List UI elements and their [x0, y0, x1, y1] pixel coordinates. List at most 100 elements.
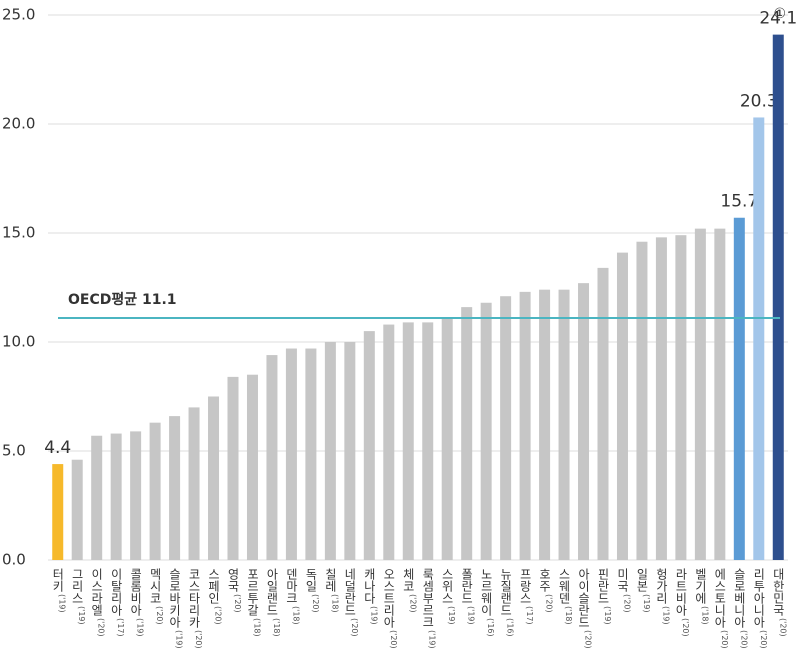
bar [149, 422, 161, 560]
x-tick-label: 아일랜드 [264, 568, 279, 616]
x-tick-label: 일본 [634, 568, 649, 592]
x-tick-year: ('18) [700, 606, 710, 625]
x-tick-year: ('20) [349, 618, 359, 637]
x-tick-label: 스위스 [440, 568, 455, 604]
x-tick-year: ('19) [427, 630, 437, 649]
x-tick-year: ('19) [466, 606, 476, 625]
bar [616, 252, 628, 560]
x-tick-year: ('18) [330, 594, 340, 613]
x-tick-year: ('20) [388, 630, 398, 649]
bar [305, 348, 317, 560]
x-tick-label: 리투아니아 [751, 568, 766, 628]
x-tick-year: ('17) [116, 618, 126, 637]
x-tick-year: ('20) [213, 606, 223, 625]
bar [246, 374, 258, 560]
x-tick-label: 그리스 [70, 568, 85, 604]
x-tick-year: ('20) [233, 594, 242, 613]
bar [714, 228, 726, 560]
x-tick-label: 스페인 [206, 568, 221, 604]
y-tick-label: 15.0 [2, 224, 35, 242]
y-tick-label: 5.0 [2, 442, 26, 460]
bar [71, 459, 83, 560]
x-tick-label: 프랑스 [518, 568, 533, 604]
x-tick-year: ('20) [96, 618, 106, 637]
x-tick-label: 콜롬비아 [128, 568, 143, 616]
x-tick-year: ('19) [77, 606, 87, 625]
x-tick-label: 포르투갈 [245, 568, 260, 616]
y-tick-label: 20.0 [2, 115, 35, 133]
bar [130, 431, 142, 560]
x-tick-year: ('17) [525, 606, 535, 625]
x-tick-year: ('20) [408, 594, 418, 613]
value-label: 15.7 [720, 192, 758, 212]
x-tick-year: ('20) [739, 630, 749, 649]
x-tick-year: ('20) [583, 630, 593, 649]
x-tick-label: 아이슬란드 [576, 568, 591, 628]
x-tick-label: 핀란드 [596, 568, 610, 604]
x-tick-year: ('18) [291, 606, 301, 625]
x-tick-label: 이탈리아 [109, 568, 124, 616]
x-tick-year: ('20) [310, 594, 320, 613]
x-tick-label: 멕시코 [148, 568, 163, 604]
bar [578, 283, 590, 560]
bar [208, 396, 220, 560]
bar [675, 235, 687, 560]
x-tick-year: ('18) [271, 618, 281, 637]
x-tick-year: ('19) [57, 594, 67, 613]
x-tick-year: ('19) [135, 618, 145, 637]
x-tick-year: ('19) [603, 606, 612, 625]
bar [441, 318, 453, 560]
x-tick-label: 미국 [615, 568, 630, 592]
x-tick-label: 룩셈부르크 [420, 568, 435, 628]
x-tick-label: 폴란드 [459, 568, 474, 604]
value-label: 4.4 [44, 438, 71, 458]
bar [753, 117, 765, 561]
x-tick-label: 뉴질랜드 [498, 568, 513, 616]
bar [500, 296, 512, 560]
value-label: 20.3 [740, 91, 778, 111]
x-tick-label: 터키 [50, 568, 65, 592]
x-tick-label: 캐나다 [362, 568, 377, 604]
x-tick-year: ('16) [505, 618, 515, 637]
bar [772, 34, 784, 561]
x-tick-label: 라트비아 [673, 568, 688, 616]
x-tick-label: 호주 [537, 568, 552, 592]
bar [519, 291, 531, 560]
bar [655, 237, 667, 561]
bar [363, 331, 375, 560]
bar [52, 464, 64, 560]
bar [422, 322, 434, 560]
x-tick-year: ('20) [194, 630, 204, 649]
x-tick-label: 이스라엘 [89, 568, 104, 616]
x-tick-label: 독일 [303, 568, 318, 592]
bar [558, 289, 570, 560]
x-tick-label: 칠레 [323, 568, 338, 592]
x-tick-label: 노르웨이 [479, 568, 494, 616]
x-tick-year: ('18) [252, 618, 262, 637]
x-tick-year: ('20) [544, 594, 554, 613]
x-tick-year: ('19) [369, 606, 379, 625]
x-tick-year: ('19) [661, 606, 671, 625]
x-tick-year: ('20) [155, 606, 165, 625]
bar [402, 322, 414, 560]
x-tick-year: ('20) [622, 594, 632, 613]
reference-label: OECD평균 11.1 [68, 291, 177, 308]
x-tick-label: 벨기에 [693, 568, 708, 604]
bar [597, 267, 609, 560]
x-tick-year: ('16) [486, 618, 496, 637]
x-tick-year: ('20) [680, 618, 690, 637]
bar [539, 289, 551, 560]
bar [227, 376, 239, 560]
bar [110, 433, 122, 560]
x-tick-label: 오스트리아 [381, 568, 396, 628]
x-tick-label: 헝가리 [654, 568, 669, 604]
bar [285, 348, 297, 560]
x-tick-year: ('20) [758, 630, 768, 649]
bar [383, 324, 395, 560]
x-tick-label: 네덜란드 [342, 568, 357, 616]
y-tick-label: 10.0 [2, 333, 35, 351]
x-tick-year: ('19) [447, 606, 457, 625]
x-tick-year: ('20) [778, 618, 788, 637]
